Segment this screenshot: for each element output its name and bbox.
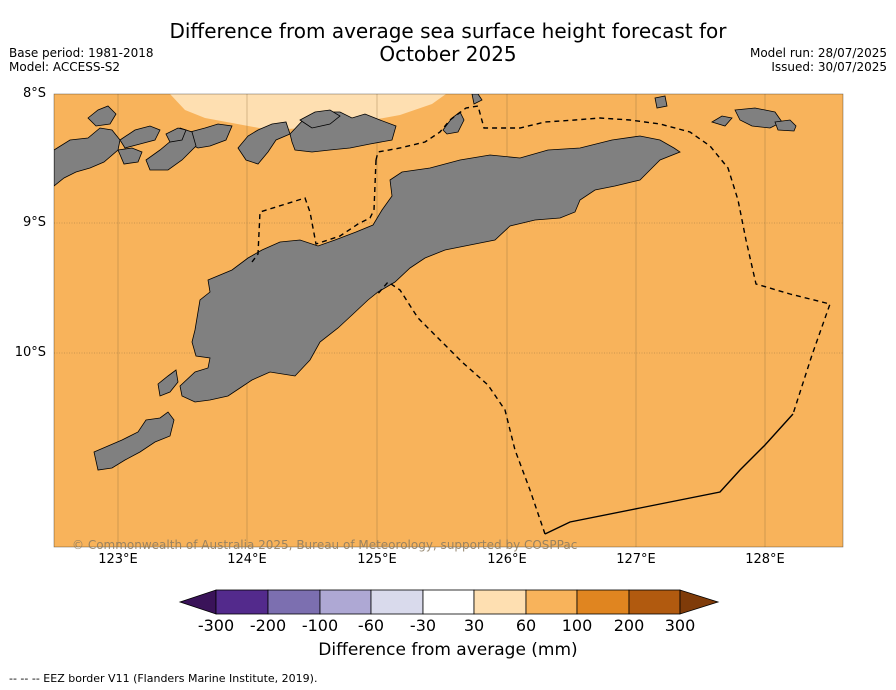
map-frame — [53, 93, 844, 548]
colorbar-extend-low — [178, 589, 217, 615]
timor-island — [179, 135, 681, 403]
wetar-north — [299, 109, 341, 129]
colorbar-label: -300 — [197, 616, 235, 635]
gridlines — [54, 222, 843, 354]
small-island-6 — [711, 115, 733, 127]
colorbar-segment-1 — [215, 589, 269, 615]
solor-island — [117, 147, 143, 165]
meta-left: Base period: 1981-2018 Model: ACCESS-S2 — [9, 46, 154, 74]
lat-label-9s: 9°S — [22, 215, 46, 230]
lat-label-10s: 10°S — [14, 345, 46, 360]
colorbar-segment-8 — [576, 589, 630, 615]
colorbar-segment-4 — [370, 589, 424, 615]
issued-date: Issued: 30/07/2025 — [771, 60, 887, 74]
lon-label-126e: 126°E — [487, 552, 527, 567]
small-island-2 — [165, 127, 187, 143]
title-line-2: October 2025 — [379, 42, 517, 66]
colorbar-segment-3 — [319, 589, 372, 615]
colorbar-segment-2 — [267, 589, 321, 615]
colorbar-label: -200 — [249, 616, 287, 635]
flores-east — [54, 127, 121, 187]
colorbar-label: 100 — [561, 616, 593, 635]
colorbar-segment-5 — [422, 589, 475, 615]
colorbar-label: 300 — [664, 616, 696, 635]
colorbar-label: 200 — [613, 616, 645, 635]
colorbar-label: 30 — [463, 616, 485, 635]
colorbar-extend-high — [679, 589, 720, 615]
lon-label-123e: 123°E — [98, 552, 138, 567]
land — [54, 94, 797, 471]
eez-dashed-east — [375, 105, 831, 415]
base-period: Base period: 1981-2018 — [9, 46, 154, 60]
lat-label-8s: 8°S — [22, 86, 46, 101]
colorbar-label: -60 — [357, 616, 385, 635]
colorbar-label: -100 — [301, 616, 339, 635]
meta-right: Model run: 28/07/2025 Issued: 30/07/2025 — [750, 46, 887, 74]
eez-dashed-west — [251, 159, 377, 263]
small-island-4 — [471, 94, 483, 105]
sumba-island — [93, 411, 175, 471]
adonara-island — [145, 127, 197, 171]
lon-label-124e: 124°E — [227, 552, 267, 567]
colorbar-title: Difference from average (mm) — [318, 640, 578, 660]
model-run: Model run: 28/07/2025 — [749, 46, 887, 60]
eez-footnote: -- -- -- EEZ border V11 (Flanders Marine… — [9, 672, 318, 685]
lon-label-125e: 125°E — [357, 552, 397, 567]
eez-solid-south — [544, 413, 794, 535]
small-island-8 — [774, 119, 797, 132]
eez-dashed-south — [375, 281, 546, 535]
small-island-1 — [87, 105, 117, 127]
rote-island — [157, 369, 179, 397]
small-island-5 — [654, 95, 668, 109]
colorbar-label: -30 — [409, 616, 437, 635]
model-name: Model: ACCESS-S2 — [9, 60, 121, 74]
colorbar-segment-6 — [473, 589, 527, 615]
colorbar-segment-7 — [525, 589, 578, 615]
pantar-island — [237, 121, 291, 165]
lon-label-127e: 127°E — [616, 552, 656, 567]
copyright-notice: © Commonwealth of Australia 2025, Bureau… — [72, 538, 578, 552]
lon-label-128e: 128°E — [745, 552, 785, 567]
colorbar-label: 60 — [515, 616, 537, 635]
colorbar-segment-9 — [628, 589, 681, 615]
flores-tip — [119, 125, 161, 149]
eez-border — [251, 105, 831, 535]
title-line-1: Difference from average sea surface heig… — [169, 19, 727, 43]
chart-title: Difference from average sea surface heig… — [0, 20, 896, 66]
